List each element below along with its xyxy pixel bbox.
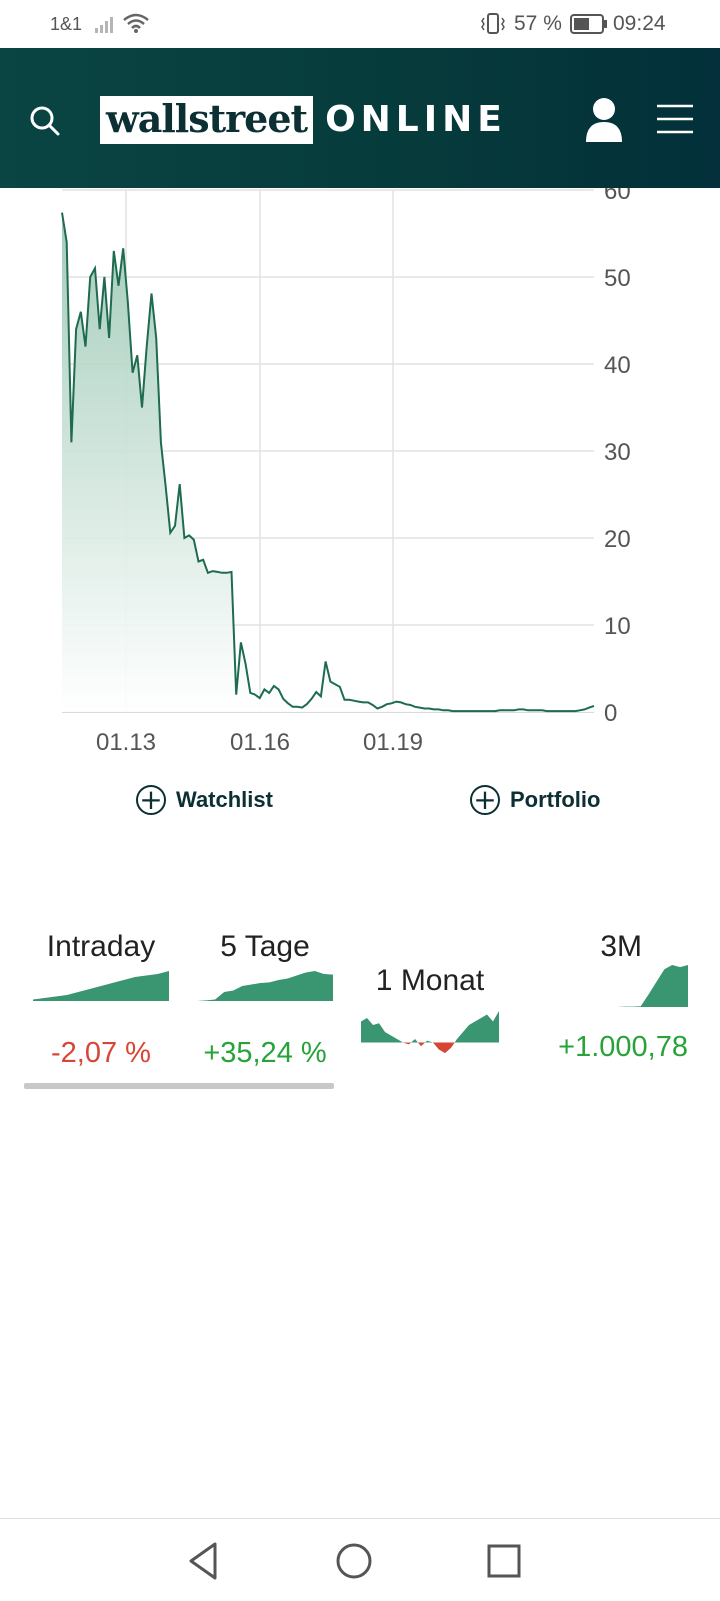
sparkline-5-tage bbox=[197, 971, 333, 1001]
chart-price-line bbox=[61, 212, 595, 713]
signal-icon bbox=[95, 17, 113, 33]
recent-apps-icon[interactable] bbox=[482, 1539, 526, 1583]
plus-circle-icon: + bbox=[470, 785, 500, 815]
x-tick-label: 01.16 bbox=[230, 729, 290, 756]
y-tick-label: 60 bbox=[604, 188, 631, 205]
y-tick-label: 0 bbox=[604, 700, 617, 727]
tab-1-monat[interactable]: 1 Monat bbox=[358, 964, 502, 1059]
sparkline-3m bbox=[554, 965, 688, 1007]
y-tick-label: 30 bbox=[604, 439, 631, 466]
logo-wallstreet: wallstreet bbox=[100, 96, 314, 144]
add-to-watchlist-button[interactable]: + Watchlist bbox=[136, 782, 273, 818]
chart-area-fill bbox=[62, 212, 594, 712]
logo-online: ONLINE bbox=[325, 99, 507, 140]
sparkline-area bbox=[33, 971, 169, 1001]
status-bar: 1&1 57 % 09:24 bbox=[0, 0, 720, 48]
x-tick-label: 01.19 bbox=[363, 729, 423, 756]
clock: 09:24 bbox=[613, 12, 666, 35]
vibrate-icon bbox=[481, 13, 505, 34]
tab-value: +1.000,78 bbox=[558, 1031, 688, 1063]
price-chart-svg: 0 10 20 30 40 50 60 01.13 01.16 01.19 bbox=[61, 188, 631, 756]
tab-3m[interactable]: 3M +1.000,78 bbox=[520, 930, 688, 1064]
y-tick-label: 50 bbox=[604, 265, 631, 292]
sparkline-area bbox=[361, 1011, 499, 1053]
tab-5-tage[interactable]: 5 Tage +35,24 % bbox=[190, 930, 340, 1070]
tab-label: Intraday bbox=[46, 930, 156, 963]
carrier-name: 1&1 bbox=[50, 14, 83, 34]
system-nav-bar bbox=[0, 1518, 720, 1601]
hamburger-menu-icon[interactable] bbox=[656, 103, 694, 135]
sparkline-intraday bbox=[33, 971, 169, 1001]
y-tick-label: 10 bbox=[604, 613, 631, 640]
performance-tabs: Intraday -2,07 % 5 Tage +35,24 % 1 Monat… bbox=[0, 930, 720, 1100]
site-logo[interactable]: wallstreet ONLINE bbox=[100, 96, 507, 144]
app-header: wallstreet ONLINE bbox=[0, 48, 720, 188]
tab-value: +35,24 % bbox=[203, 1037, 327, 1069]
back-icon[interactable] bbox=[182, 1539, 226, 1583]
y-tick-label: 20 bbox=[604, 526, 631, 553]
wifi-icon bbox=[123, 13, 149, 33]
tab-label: 5 Tage bbox=[220, 930, 310, 963]
battery-icon bbox=[570, 14, 607, 34]
sparkline-area bbox=[197, 971, 333, 1001]
tab-label: 1 Monat bbox=[375, 964, 485, 997]
user-icon[interactable] bbox=[584, 96, 624, 144]
home-icon[interactable] bbox=[332, 1539, 376, 1583]
selected-tab-indicator bbox=[24, 1083, 334, 1089]
portfolio-label: Portfolio bbox=[510, 787, 601, 812]
price-chart[interactable]: 0 10 20 30 40 50 60 01.13 01.16 01.19 bbox=[0, 188, 720, 768]
sparkline-area bbox=[554, 965, 688, 1007]
watchlist-label: Watchlist bbox=[176, 787, 273, 812]
search-icon[interactable] bbox=[26, 102, 64, 140]
x-tick-label: 01.13 bbox=[96, 729, 156, 756]
sparkline-1-monat bbox=[361, 1011, 499, 1053]
battery-percentage: 57 % bbox=[514, 12, 562, 35]
add-to-portfolio-button[interactable]: + Portfolio bbox=[470, 782, 600, 818]
tab-intraday[interactable]: Intraday -2,07 % bbox=[22, 930, 180, 1070]
tab-label: 3M bbox=[600, 930, 642, 963]
y-tick-label: 40 bbox=[604, 352, 631, 379]
tab-value: -2,07 % bbox=[51, 1037, 151, 1069]
plus-circle-icon: + bbox=[136, 785, 166, 815]
